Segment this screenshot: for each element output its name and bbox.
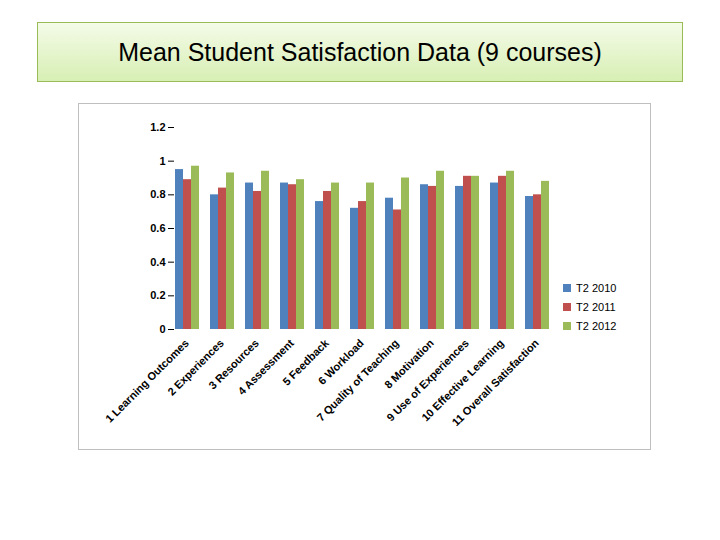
svg-text:1.2: 1.2 <box>150 121 165 133</box>
svg-text:0: 0 <box>159 323 165 335</box>
svg-text:8 Motivation: 8 Motivation <box>382 336 436 391</box>
svg-text:0.4: 0.4 <box>150 255 166 267</box>
html-text:T2 2012: T2 2012 <box>576 319 617 332</box>
html-text:Mean Student Satisfaction Data: Mean Student Satisfaction Data (9 course… <box>118 37 602 66</box>
html-text:T2 2010: T2 2010 <box>576 281 617 294</box>
svg-text:5 Feedback: 5 Feedback <box>280 336 331 388</box>
svg-text:10 Effective Learning: 10 Effective Learning <box>419 336 506 423</box>
svg-text:0.8: 0.8 <box>150 188 165 200</box>
svg-text:0.2: 0.2 <box>150 289 165 301</box>
svg-text:1 Learning Outcomes: 1 Learning Outcomes <box>102 336 191 425</box>
svg-text:1: 1 <box>159 154 165 166</box>
svg-text:9 Use of Experiences: 9 Use of Experiences <box>384 336 471 423</box>
svg-text:0.6: 0.6 <box>150 222 165 234</box>
svg-text:7 Quality of Teaching: 7 Quality of Teaching <box>314 336 401 423</box>
svg-text:3 Resources: 3 Resources <box>206 336 261 391</box>
svg-text:2 Experiences: 2 Experiences <box>165 336 226 398</box>
svg-text:4 Assessment: 4 Assessment <box>235 336 296 397</box>
html-text:T2 2011: T2 2011 <box>576 300 616 313</box>
svg-text:11 Overall Satisfaction: 11 Overall Satisfaction <box>449 336 541 428</box>
svg-text:6 Workload: 6 Workload <box>315 336 366 387</box>
